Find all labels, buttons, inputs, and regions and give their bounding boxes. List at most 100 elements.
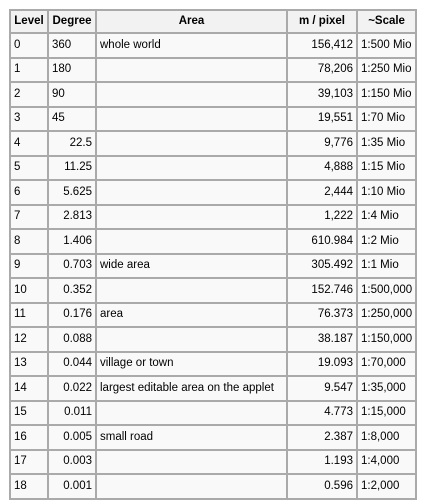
table-row: 2 90 39,103 1:150 Mio (10, 82, 417, 107)
cell-level: 15 (10, 400, 48, 425)
cell-level: 4 (10, 131, 48, 156)
cell-level: 8 (10, 229, 48, 254)
cell-scale: 1:4 Mio (357, 204, 417, 229)
cell-area (96, 400, 287, 425)
cell-area (96, 180, 287, 205)
zoom-level-table-container: Level Degree Area m / pixel ~Scale 0 360 w… (9, 9, 418, 500)
cell-degree: 1.406 (48, 229, 96, 254)
cell-scale: 1:70 Mio (357, 106, 417, 131)
cell-scale: 1:500 Mio (357, 33, 417, 58)
cell-degree: 180 (48, 57, 96, 82)
cell-scale: 1:250,000 (357, 302, 417, 327)
cell-degree: 0.703 (48, 253, 96, 278)
header-level: Level (10, 10, 48, 33)
cell-scale: 1:8,000 (357, 425, 417, 450)
table-body: 0 360 whole world 156,412 1:500 Mio 1 180 78,20… (10, 33, 417, 499)
cell-scale: 1:70,000 (357, 351, 417, 376)
cell-area: wide area (96, 253, 287, 278)
cell-area (96, 449, 287, 474)
cell-m-per-pixel: 38.187 (287, 327, 357, 352)
header-m-per-pixel: m / pixel (287, 10, 357, 33)
cell-degree: 11.25 (48, 155, 96, 180)
cell-m-per-pixel: 78,206 (287, 57, 357, 82)
cell-level: 3 (10, 106, 48, 131)
cell-degree: 360 (48, 33, 96, 58)
cell-degree: 0.088 (48, 327, 96, 352)
cell-degree: 0.003 (48, 449, 96, 474)
cell-area: whole world (96, 33, 287, 58)
cell-m-per-pixel: 76.373 (287, 302, 357, 327)
cell-level: 1 (10, 57, 48, 82)
cell-level: 18 (10, 474, 48, 499)
table-row: 11 0.176 area 76.373 1:250,000 (10, 302, 417, 327)
cell-m-per-pixel: 156,412 (287, 33, 357, 58)
table-row: 16 0.005 small road 2.387 1:8,000 (10, 425, 417, 450)
table-row: 1 180 78,206 1:250 Mio (10, 57, 417, 82)
table-row: 17 0.003 1.193 1:4,000 (10, 449, 417, 474)
zoom-level-table: Level Degree Area m / pixel ~Scale 0 360 w… (9, 9, 418, 500)
cell-area (96, 57, 287, 82)
cell-m-per-pixel: 4.773 (287, 400, 357, 425)
cell-m-per-pixel: 19,551 (287, 106, 357, 131)
header-degree: Degree (48, 10, 96, 33)
cell-m-per-pixel: 1.193 (287, 449, 357, 474)
table-header-row: Level Degree Area m / pixel ~Scale (10, 10, 417, 33)
cell-scale: 1:1 Mio (357, 253, 417, 278)
cell-scale: 1:15 Mio (357, 155, 417, 180)
cell-level: 12 (10, 327, 48, 352)
cell-m-per-pixel: 1,222 (287, 204, 357, 229)
cell-area (96, 278, 287, 303)
cell-m-per-pixel: 2.387 (287, 425, 357, 450)
cell-level: 6 (10, 180, 48, 205)
cell-area: area (96, 302, 287, 327)
cell-m-per-pixel: 9,776 (287, 131, 357, 156)
table-row: 12 0.088 38.187 1:150,000 (10, 327, 417, 352)
table-row: 5 11.25 4,888 1:15 Mio (10, 155, 417, 180)
cell-level: 17 (10, 449, 48, 474)
cell-m-per-pixel: 19.093 (287, 351, 357, 376)
cell-level: 2 (10, 82, 48, 107)
cell-level: 0 (10, 33, 48, 58)
header-area: Area (96, 10, 287, 33)
cell-scale: 1:4,000 (357, 449, 417, 474)
cell-area (96, 327, 287, 352)
cell-degree: 0.011 (48, 400, 96, 425)
table-row: 0 360 whole world 156,412 1:500 Mio (10, 33, 417, 58)
cell-area (96, 229, 287, 254)
cell-degree: 0.005 (48, 425, 96, 450)
cell-degree: 2.813 (48, 204, 96, 229)
cell-degree: 45 (48, 106, 96, 131)
table-row: 15 0.011 4.773 1:15,000 (10, 400, 417, 425)
cell-degree: 0.022 (48, 376, 96, 401)
cell-area (96, 131, 287, 156)
table-row: 10 0.352 152.746 1:500,000 (10, 278, 417, 303)
cell-level: 5 (10, 155, 48, 180)
cell-degree: 0.044 (48, 351, 96, 376)
cell-area: village or town (96, 351, 287, 376)
cell-level: 10 (10, 278, 48, 303)
cell-area: largest editable area on the applet (96, 376, 287, 401)
table-row: 8 1.406 610.984 1:2 Mio (10, 229, 417, 254)
cell-scale: 1:35,000 (357, 376, 417, 401)
table-row: 7 2.813 1,222 1:4 Mio (10, 204, 417, 229)
cell-m-per-pixel: 152.746 (287, 278, 357, 303)
cell-scale: 1:10 Mio (357, 180, 417, 205)
cell-scale: 1:2,000 (357, 474, 417, 499)
cell-level: 13 (10, 351, 48, 376)
cell-scale: 1:2 Mio (357, 229, 417, 254)
cell-level: 7 (10, 204, 48, 229)
cell-scale: 1:150 Mio (357, 82, 417, 107)
table-row: 9 0.703 wide area 305.492 1:1 Mio (10, 253, 417, 278)
cell-degree: 5.625 (48, 180, 96, 205)
cell-level: 11 (10, 302, 48, 327)
cell-degree: 0.001 (48, 474, 96, 499)
table-row: 4 22.5 9,776 1:35 Mio (10, 131, 417, 156)
table-row: 14 0.022 largest editable area on the appl… (10, 376, 417, 401)
cell-level: 16 (10, 425, 48, 450)
cell-area (96, 204, 287, 229)
cell-m-per-pixel: 2,444 (287, 180, 357, 205)
cell-degree: 22.5 (48, 131, 96, 156)
cell-area: small road (96, 425, 287, 450)
table-row: 13 0.044 village or town 19.093 1:70,000 (10, 351, 417, 376)
cell-level: 9 (10, 253, 48, 278)
